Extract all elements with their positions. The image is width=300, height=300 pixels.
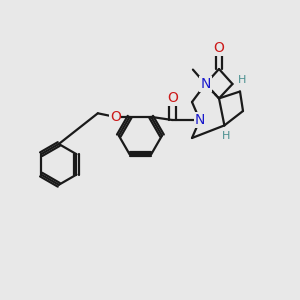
Text: O: O bbox=[110, 110, 121, 124]
Text: H: H bbox=[238, 75, 247, 85]
Text: N: N bbox=[195, 113, 205, 127]
Text: H: H bbox=[222, 130, 231, 141]
Text: O: O bbox=[214, 41, 224, 55]
Text: O: O bbox=[167, 92, 178, 105]
Text: N: N bbox=[200, 77, 211, 91]
